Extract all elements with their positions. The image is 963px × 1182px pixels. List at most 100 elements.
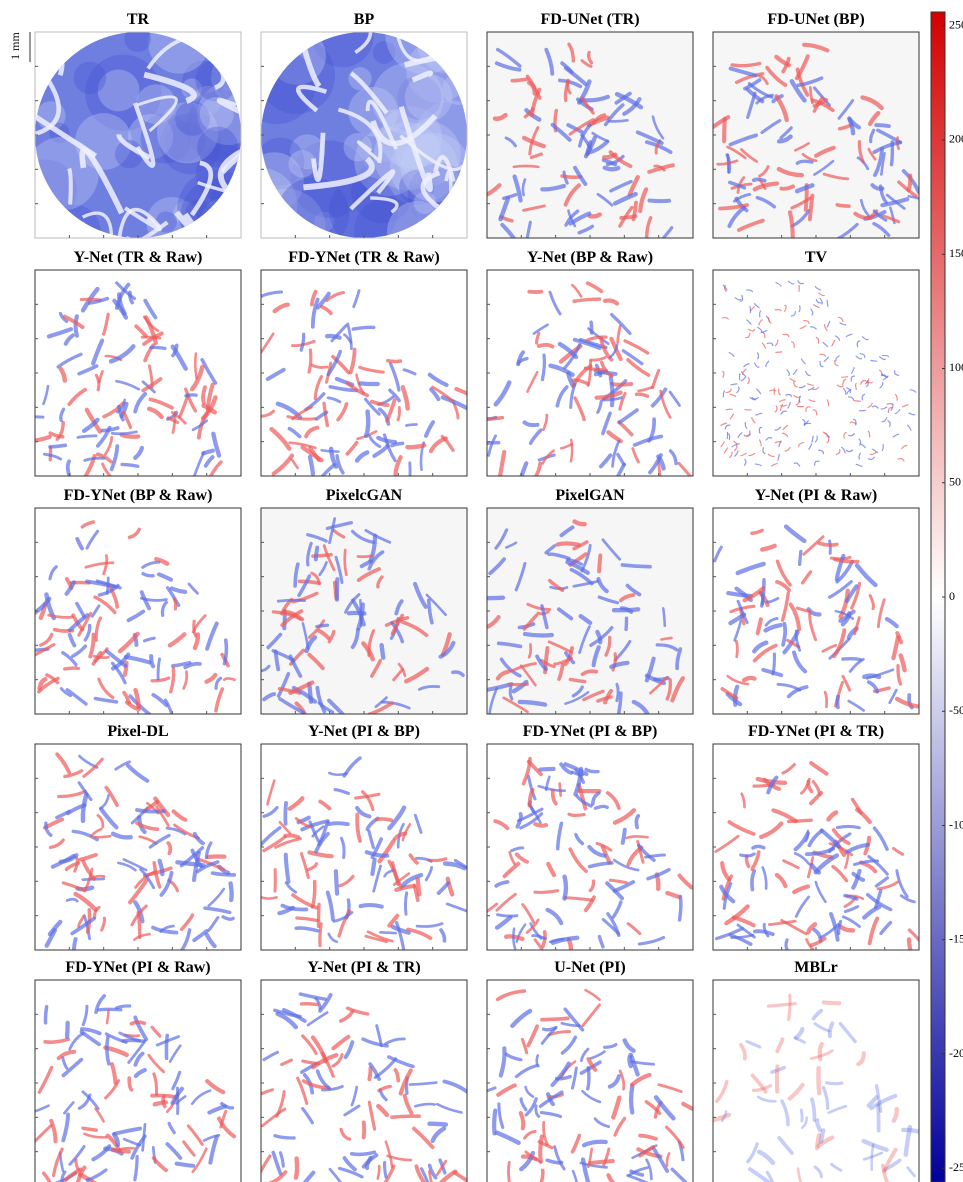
vessel [631,1086,632,1113]
vessel [825,692,827,707]
vessel [122,464,138,466]
vessel [380,932,395,933]
panel-title: MBLr [794,959,838,976]
vessel [726,409,732,410]
vessel [588,1068,589,1089]
panel-title: Pixel-DL [107,723,168,740]
vessel [407,445,424,447]
vessel [663,608,665,625]
vessel [329,823,348,824]
vessel [595,806,607,808]
vessel [855,401,861,402]
colorbar-tick-label: -250 [949,1160,963,1174]
colorbar-tick-label: 0 [949,589,955,603]
vessel [633,203,636,220]
panel-bg [35,508,241,714]
panel-title: U-Net (PI) [554,959,626,976]
vessel [366,412,368,436]
panel-title: FD-UNet (BP) [767,11,864,28]
vessel [151,347,165,348]
vessel [859,410,865,411]
vessel [236,38,293,61]
vessel [876,125,889,126]
vessel [819,543,837,545]
vessel [777,1066,778,1091]
panel-image [260,508,467,723]
vessel [50,445,65,447]
vessel [158,659,159,679]
panel-image [261,744,478,950]
vessel [542,1018,568,1019]
vessel [585,368,602,370]
panel-image [708,32,929,240]
vessel [903,1130,920,1132]
colorbar-tick-label: 100 [949,360,963,374]
vessel [361,905,382,907]
vessel [320,924,321,946]
vessel [494,1111,495,1134]
vessel [382,645,384,657]
panel-title: FD-UNet (TR) [540,11,639,28]
panel-title: Y-Net (TR & Raw) [74,249,203,266]
panel-image [713,744,926,962]
vessel [296,1159,297,1178]
vessel [377,819,392,820]
vessel [614,609,638,610]
vessel [612,384,631,385]
panel-title: PixelGAN [555,487,625,504]
panel-title: BP [354,11,375,28]
vessel [369,1068,370,1079]
panel-image [0,0,289,270]
panel-title: PixelcGAN [326,487,403,504]
vessel [887,404,893,405]
panel-title: Y-Net (PI & TR) [307,959,420,976]
vessel [78,436,96,438]
vessel [789,820,812,821]
panel-image [35,744,241,958]
vessel [224,678,234,679]
panel-image [258,270,474,490]
panel-title: Y-Net (PI & BP) [308,723,420,740]
vessel [378,1166,379,1179]
vessel [818,1068,819,1093]
panel-title: FD-YNet (BP & Raw) [64,487,213,504]
colorbar-tick-label: -100 [949,817,963,831]
colorbar-tick-label: 150 [949,246,963,260]
colorbar-tick-label: 250 [949,17,963,31]
shade [254,28,295,69]
vessel [512,79,527,81]
vessel [783,624,785,645]
vessel [535,824,546,826]
vessel [352,1152,375,1154]
panel-image [479,980,700,1182]
vessel [372,860,374,874]
vessel [299,581,319,583]
panel-image [225,0,485,266]
vessel [590,215,600,217]
shade [148,13,209,74]
vessel [65,668,79,669]
panel-image [474,270,694,489]
vessel [285,803,286,824]
vessel [107,1037,109,1064]
colorbar-tick-label: -150 [949,932,963,946]
panel-image [247,980,475,1182]
vessel [155,1102,166,1104]
vessel [69,168,71,204]
panel-image [29,508,241,716]
vessel [353,327,373,329]
vessel [309,684,311,702]
vessel [131,1022,144,1024]
vessel [364,1123,365,1138]
vessel [878,1105,879,1130]
vessel [166,1035,167,1058]
vessel [539,345,553,347]
vessel [385,1162,387,1177]
panel-title: TV [805,249,828,266]
vessel [637,394,648,396]
vessel [429,859,446,861]
panel-title: FD-YNet (PI & TR) [748,723,884,740]
vessel [856,383,857,389]
vessel [661,638,671,640]
vessel [392,1116,419,1117]
